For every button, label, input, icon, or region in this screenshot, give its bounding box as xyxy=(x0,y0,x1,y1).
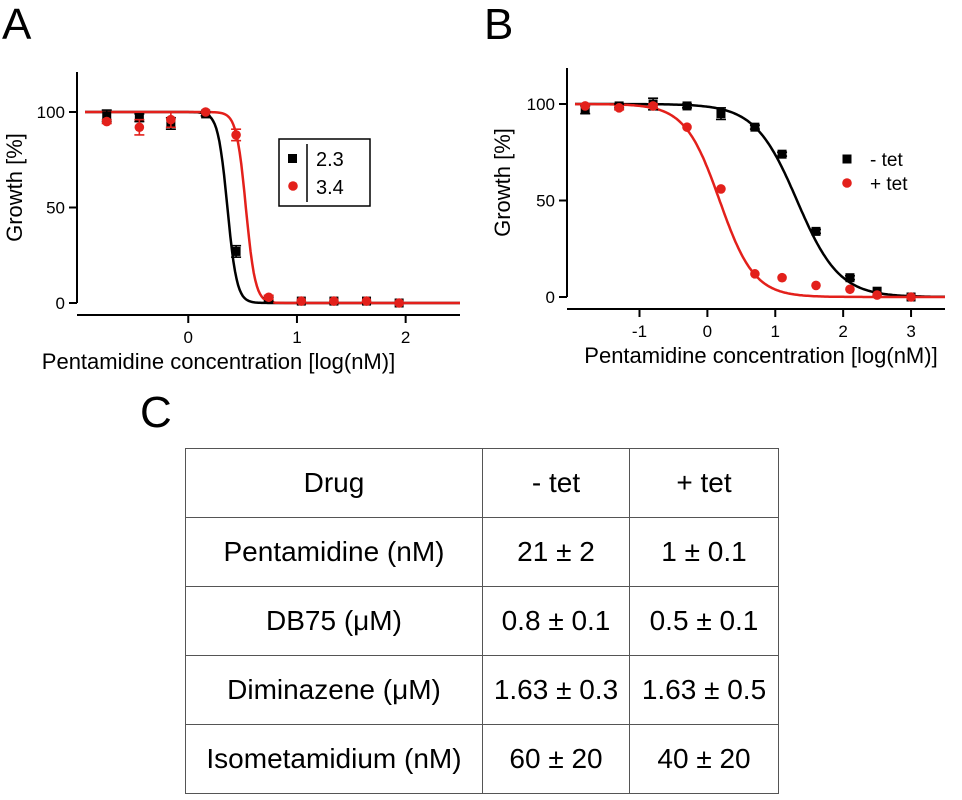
x-tick-label: 3 xyxy=(906,322,915,341)
data-point xyxy=(296,296,307,306)
x-tick-label: 0 xyxy=(703,322,712,341)
table-cell: 1.63 ± 0.5 xyxy=(629,655,779,725)
data-point xyxy=(648,101,658,111)
panel-label-a: A xyxy=(2,0,32,49)
data-point xyxy=(811,280,821,291)
table-row: DB75 (μM) 0.8 ± 0.1 0.5 ± 0.1 xyxy=(185,586,779,656)
table-cell: Diminazene (μM) xyxy=(185,655,483,725)
table-cell: Pentamidine (nM) xyxy=(185,517,483,587)
data-point xyxy=(750,122,760,132)
y-axis-label: Growth [%] xyxy=(2,133,27,242)
data-point xyxy=(361,296,372,306)
x-tick-label: 0 xyxy=(184,328,193,347)
table-cell: 0.8 ± 0.1 xyxy=(482,586,630,656)
y-tick-label: 0 xyxy=(56,294,65,313)
chart-b: 0 50 100 -1 0 1 2 3 Pentamidine concentration [l… xyxy=(490,68,945,368)
legend-marker-circle xyxy=(842,178,852,188)
data-point xyxy=(329,296,339,306)
y-tick-label: 100 xyxy=(37,103,65,122)
legend-box xyxy=(278,138,371,207)
table-header-cell: Drug xyxy=(185,448,483,518)
table-cell: 1 ± 0.1 xyxy=(629,517,779,587)
data-point xyxy=(614,103,624,113)
y-axis-label: Growth [%] xyxy=(490,128,515,237)
data-point xyxy=(811,226,821,236)
x-tick-label: 1 xyxy=(292,328,301,347)
data-point xyxy=(906,292,916,302)
data-point xyxy=(200,107,211,117)
data-point xyxy=(716,184,726,194)
data-point xyxy=(134,113,144,123)
table-header-row: Drug - tet + tet xyxy=(185,448,779,518)
legend-value: 3.4 xyxy=(316,177,344,199)
chart-a: 0 50 100 0 1 2 Pentamidine concentration [log(… xyxy=(2,72,460,374)
data-point xyxy=(750,269,760,279)
x-tick-label: 1 xyxy=(771,322,780,341)
data-point xyxy=(134,122,145,133)
legend-marker-square xyxy=(288,154,297,163)
fit-curve xyxy=(575,102,945,299)
panel-label-b: B xyxy=(484,0,514,49)
data-point xyxy=(872,290,882,300)
data-point xyxy=(845,284,855,295)
data-point xyxy=(263,292,274,303)
table-cell: 40 ± 20 xyxy=(629,724,779,794)
y-tick-label: 100 xyxy=(527,95,555,114)
x-tick-label: -1 xyxy=(632,322,647,341)
y-tick-label: 50 xyxy=(46,199,65,218)
table-header-cell: - tet xyxy=(482,448,630,518)
legend-marker-square xyxy=(842,154,852,164)
y-tick-label: 50 xyxy=(536,192,555,211)
table-cell: 0.5 ± 0.1 xyxy=(629,586,779,656)
table-cell: Isometamidium (nM) xyxy=(185,724,483,794)
table-cell: 21 ± 2 xyxy=(482,517,630,587)
data-point xyxy=(394,298,404,308)
data-point xyxy=(682,101,692,111)
fit-curve xyxy=(574,102,945,299)
x-axis-label: Pentamidine concentration [log(nM)] xyxy=(584,343,937,368)
table-row: Isometamidium (nM) 60 ± 20 40 ± 20 xyxy=(185,724,779,794)
data-point xyxy=(101,116,112,127)
legend-marker-circle xyxy=(288,181,298,191)
data-point xyxy=(231,130,241,140)
table-cell: 1.63 ± 0.3 xyxy=(482,655,630,725)
legend-label: + tet xyxy=(870,174,908,195)
table-cell: DB75 (μM) xyxy=(185,586,483,656)
data-point xyxy=(231,246,241,256)
y-tick-label: 0 xyxy=(546,288,555,307)
data-point xyxy=(845,273,855,283)
data-point xyxy=(682,122,692,132)
data-point xyxy=(777,149,787,159)
data-point xyxy=(777,272,787,283)
panel-label-c: C xyxy=(140,388,172,437)
legend-label: - tet xyxy=(870,150,903,171)
table-cell: 60 ± 20 xyxy=(482,724,630,794)
x-tick-label: 2 xyxy=(401,328,410,347)
data-point xyxy=(102,111,112,121)
x-axis-label: Pentamidine concentration [log(nM)] xyxy=(42,349,395,374)
table-row: Diminazene (μM) 1.63 ± 0.3 1.63 ± 0.5 xyxy=(185,655,779,725)
table-header-cell: + tet xyxy=(629,448,779,518)
data-point xyxy=(580,101,590,111)
data-point xyxy=(716,109,726,119)
x-tick-label: 2 xyxy=(838,322,847,341)
data-point xyxy=(166,114,176,125)
legend-value: 2.3 xyxy=(316,149,344,171)
